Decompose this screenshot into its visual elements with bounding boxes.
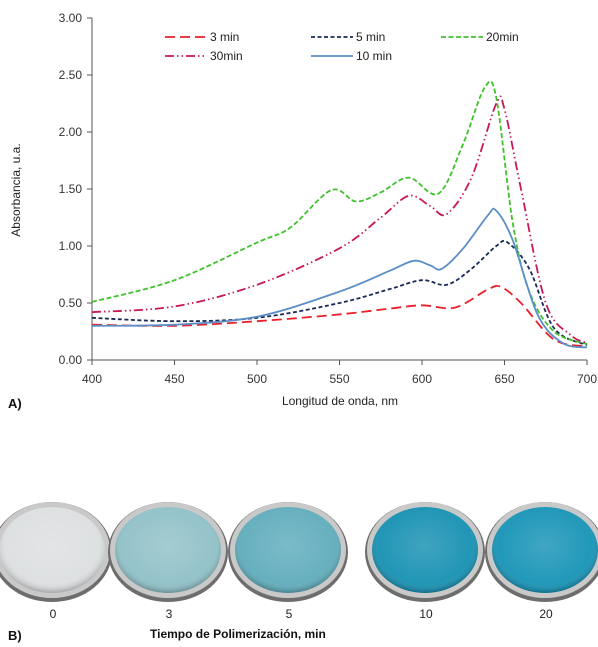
x-axis-label: Longitud de onda, nm (282, 394, 398, 408)
petri-dish-3: 3 (108, 502, 228, 621)
y-tick-label: 2.50 (59, 68, 83, 82)
x-tick-label: 650 (494, 372, 514, 386)
dish-time-label: 20 (539, 607, 553, 621)
petri-dish-20: 20 (485, 502, 598, 621)
dish-shine (372, 507, 478, 593)
petri-dish-0: 0 (0, 502, 112, 621)
series-line-30min (91, 95, 588, 344)
dish-time-label: 5 (286, 607, 293, 621)
dish-shine (0, 507, 105, 593)
panel-b: 0 3 5 10 20 B) Tiempo de Polimerización, min (0, 502, 598, 643)
x-tick-label: 550 (329, 372, 349, 386)
series-line-10-min (91, 207, 588, 349)
absorbance-chart: 0.00 0.50 1.00 1.50 2.00 2.50 3.00 400 450 500 55… (8, 11, 597, 411)
y-tick-label: 1.50 (59, 182, 83, 196)
series-line-3-min (91, 284, 588, 348)
y-tick-label: 2.00 (59, 125, 83, 139)
x-tick-label: 400 (82, 372, 102, 386)
series-layer (91, 80, 588, 349)
panel-a-label: A) (8, 396, 22, 411)
dish-shine (235, 507, 341, 593)
x-ticks: 400 450 500 550 600 650 700 (82, 360, 597, 386)
y-tick-label: 0.00 (59, 353, 83, 367)
dish-time-label: 10 (419, 607, 433, 621)
y-ticks: 0.00 0.50 1.00 1.50 2.00 2.50 3.00 (59, 11, 92, 367)
dish-shine (115, 507, 221, 593)
legend-label: 5 min (356, 30, 385, 44)
petri-dish-5: 5 (228, 502, 348, 621)
legend-label: 10 min (356, 49, 392, 63)
series-line-5-min (91, 239, 588, 347)
legend-label: 20min (486, 30, 519, 44)
series-line-20min (91, 80, 588, 345)
x-tick-label: 450 (164, 372, 184, 386)
y-tick-label: 1.00 (59, 239, 83, 253)
x-tick-label: 700 (577, 372, 597, 386)
dish-shine (492, 507, 598, 593)
petri-dish-10: 10 (365, 502, 485, 621)
y-tick-label: 3.00 (59, 11, 83, 25)
x-tick-label: 600 (412, 372, 432, 386)
legend-label: 30min (210, 49, 243, 63)
legend: 3 min 5 min 20min 30min 10 min (165, 30, 519, 63)
y-axis-label: Absorbancia, u.a. (9, 143, 23, 236)
legend-label: 3 min (210, 30, 239, 44)
panel-b-label: B) (8, 628, 22, 643)
dish-time-label: 0 (50, 607, 57, 621)
dish-time-label: 3 (166, 607, 173, 621)
petri-dishes: 0 3 5 10 20 (0, 502, 598, 621)
y-tick-label: 0.50 (59, 296, 83, 310)
x-tick-label: 500 (247, 372, 267, 386)
panel-b-caption: Tiempo de Polimerización, min (150, 627, 326, 641)
